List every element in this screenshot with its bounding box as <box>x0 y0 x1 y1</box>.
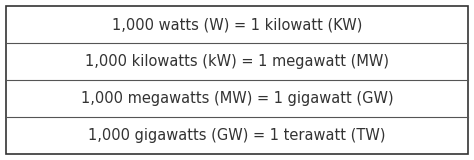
Text: 1,000 watts (W) = 1 kilowatt (KW): 1,000 watts (W) = 1 kilowatt (KW) <box>112 17 362 32</box>
Text: 1,000 kilowatts (kW) = 1 megawatt (MW): 1,000 kilowatts (kW) = 1 megawatt (MW) <box>85 54 389 69</box>
Text: 1,000 megawatts (MW) = 1 gigawatt (GW): 1,000 megawatts (MW) = 1 gigawatt (GW) <box>81 91 393 106</box>
Text: 1,000 gigawatts (GW) = 1 terawatt (TW): 1,000 gigawatts (GW) = 1 terawatt (TW) <box>88 128 386 143</box>
